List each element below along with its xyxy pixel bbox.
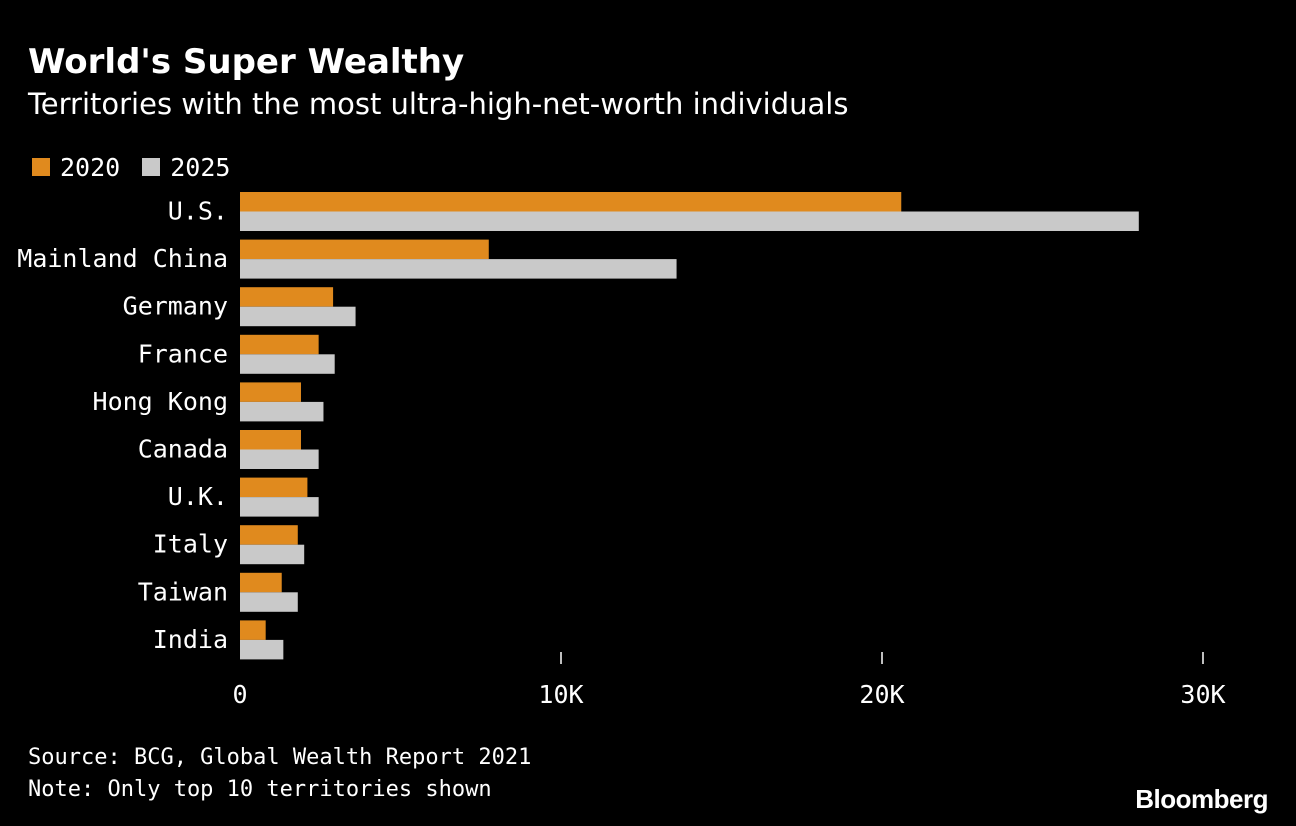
x-tick-label-0: 0: [232, 680, 247, 709]
category-labels: U.S. Mainland China Germany France Hong Kong…: [17, 197, 228, 654]
x-tick-label-20K: 20K: [859, 680, 904, 709]
legend-label-2025: 2025: [170, 152, 231, 182]
legend: 2020 2025: [32, 152, 252, 182]
category-label-u-k: U.K.: [168, 482, 228, 511]
bar-canada-2020: [240, 430, 301, 450]
chart-subtitle: Territories with the most ultra-high-net…: [28, 87, 849, 121]
legend-item-2025: 2025: [142, 153, 230, 182]
legend-item-2020: 2020: [32, 153, 120, 182]
footer-notes: Source: BCG, Global Wealth Report 2021 N…: [28, 742, 531, 806]
bar-india-2020: [240, 620, 266, 640]
bar-germany-2025: [240, 306, 356, 327]
category-label-india: India: [153, 625, 228, 654]
bar-u-k-2025: [240, 497, 319, 517]
legend-swatch-2020: [32, 158, 50, 176]
legend-label-2020: 2020: [60, 152, 121, 182]
category-label-france: France: [138, 339, 228, 368]
bar-u-k-2020: [240, 477, 308, 498]
bar-u-s-2025: [240, 211, 1139, 231]
bar-taiwan-2020: [240, 572, 282, 593]
bar-u-s-2020: [240, 192, 902, 212]
bar-italy-2025: [240, 544, 305, 565]
bloomberg-logo: Bloomberg: [1135, 784, 1268, 814]
bar-italy-2020: [240, 525, 298, 545]
bar-hong-kong-2020: [240, 382, 301, 402]
bar-india-2025: [240, 639, 284, 660]
bar-germany-2020: [240, 287, 334, 307]
bar-canada-2025: [240, 449, 319, 469]
bar-france-2025: [240, 354, 335, 374]
bar-mainland-china-2025: [240, 259, 677, 279]
bars-group: [240, 192, 1139, 660]
category-label-italy: Italy: [153, 530, 228, 559]
x-tick-label-10K: 10K: [538, 680, 583, 709]
category-label-u-s: U.S.: [168, 197, 228, 226]
category-label-germany: Germany: [123, 292, 228, 321]
source-text: Source: BCG, Global Wealth Report 2021: [28, 745, 532, 770]
bar-hong-kong-2025: [240, 401, 324, 422]
bar-france-2020: [240, 334, 319, 355]
category-label-hong-kong: Hong Kong: [93, 387, 228, 416]
x-axis: 0 10K 20K 30K: [232, 652, 1226, 709]
chart-title: World's Super Wealthy: [28, 42, 465, 82]
legend-swatch-2025: [142, 158, 161, 176]
bar-mainland-china-2020: [240, 239, 489, 260]
note-text: Note: Only top 10 territories shown: [28, 777, 492, 802]
bar-taiwan-2025: [240, 592, 298, 612]
category-label-taiwan: Taiwan: [138, 577, 228, 606]
x-tick-label-30K: 30K: [1180, 680, 1225, 709]
category-label-mainland-china: Mainland China: [17, 244, 228, 273]
category-label-canada: Canada: [138, 435, 228, 464]
